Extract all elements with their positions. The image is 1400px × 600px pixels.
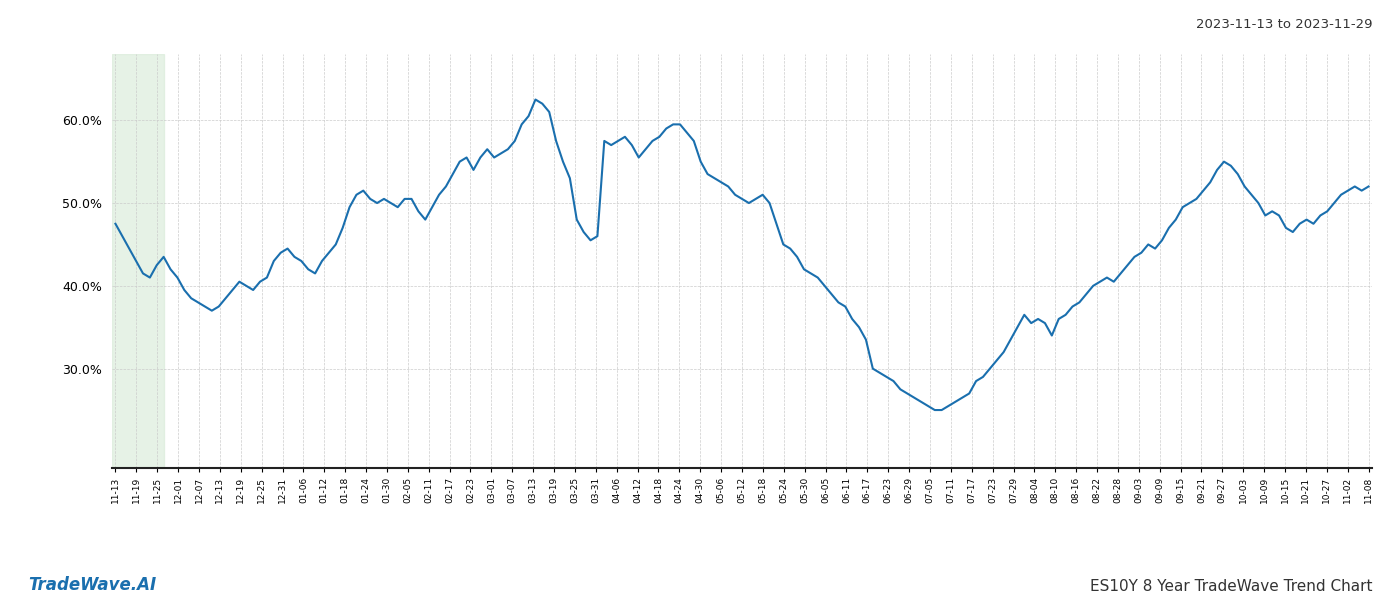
Text: ES10Y 8 Year TradeWave Trend Chart: ES10Y 8 Year TradeWave Trend Chart (1089, 579, 1372, 594)
Bar (112, 54, 164, 468)
Text: 2023-11-13 to 2023-11-29: 2023-11-13 to 2023-11-29 (1196, 18, 1372, 31)
Text: TradeWave.AI: TradeWave.AI (28, 576, 157, 594)
